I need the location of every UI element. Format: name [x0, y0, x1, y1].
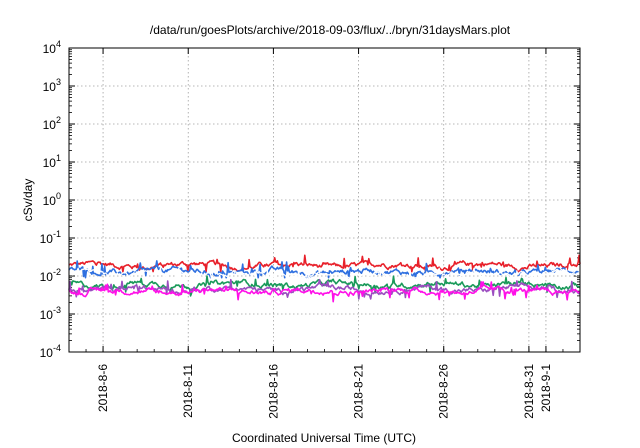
y-tick-label: 102 [43, 115, 61, 132]
x-tick-label: 2018-8-21 [352, 364, 366, 419]
series-line [68, 267, 581, 281]
y-tick-label: 103 [43, 77, 61, 94]
x-tick-label: 2018-8-31 [522, 364, 536, 419]
x-tick-label: 2018-8-11 [181, 364, 195, 418]
x-tick-label: 2018-8-26 [437, 364, 451, 419]
y-tick-label: 104 [43, 39, 61, 56]
x-axis-label: Coordinated Universal Time (UTC) [232, 431, 416, 445]
plot-border [68, 47, 581, 353]
series-line [68, 281, 581, 303]
series-line [68, 254, 581, 273]
y-tick-label: 10-4 [40, 343, 61, 360]
y-tick-label: 100 [43, 191, 61, 208]
y-tick-label: 101 [43, 153, 61, 170]
x-tick-label: 2018-8-16 [266, 364, 280, 419]
y-tick-label: 10-3 [40, 305, 61, 322]
y-axis-label: cSv/day [21, 179, 35, 222]
plot-area: 10-4 10-3 10-2 10-1 100 101 102 103 104 2018-8-6 2… [40, 39, 581, 419]
y-tick-label: 10-1 [40, 229, 61, 246]
y-tick-label: 10-2 [40, 267, 61, 284]
chart-title: /data/run/goesPlots/archive/2018-09-03/f… [150, 23, 511, 37]
series-line [68, 260, 581, 279]
x-tick-label: 2018-8-6 [96, 364, 110, 412]
x-tick-label: 2018-9-1 [539, 364, 553, 412]
